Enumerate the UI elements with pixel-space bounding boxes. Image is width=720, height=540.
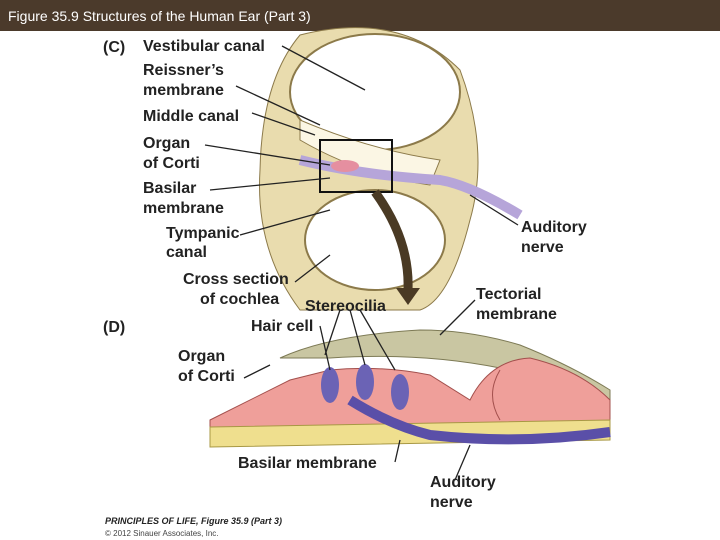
label: membrane — [143, 82, 224, 99]
label: Middle canal — [143, 108, 239, 125]
label: Tectorial — [476, 286, 542, 303]
label: Organ — [143, 135, 190, 152]
label: Tympanic — [166, 225, 240, 242]
footer-credit: PRINCIPLES OF LIFE, Figure 35.9 (Part 3) — [105, 516, 282, 526]
footer-copyright: © 2012 Sinauer Associates, Inc. — [105, 529, 219, 538]
label: nerve — [430, 494, 473, 511]
header-title: Figure 35.9 Structures of the Human Ear … — [8, 8, 311, 24]
label: Basilar — [143, 180, 196, 197]
label: Reissner’s — [143, 62, 224, 79]
leader-lines — [204, 45, 519, 481]
organ-of-corti-illustration — [209, 329, 611, 448]
label: of Corti — [178, 368, 235, 385]
label: canal — [166, 244, 207, 261]
label: Vestibular canal — [143, 38, 265, 55]
label: Stereocilia — [305, 298, 386, 315]
cochlea-illustration — [259, 27, 523, 311]
label: membrane — [143, 200, 224, 217]
label: Hair cell — [251, 318, 313, 335]
panel-label: (C) — [103, 39, 125, 56]
panel-label: (D) — [103, 319, 125, 336]
label: Organ — [178, 348, 225, 365]
header-bar — [0, 0, 720, 31]
label: of cochlea — [200, 291, 279, 308]
label: Cross section — [183, 271, 289, 288]
label: nerve — [521, 239, 564, 256]
label: Basilar membrane — [238, 455, 377, 472]
label: Auditory — [521, 219, 587, 236]
label: Auditory — [430, 474, 496, 491]
label: membrane — [476, 306, 557, 323]
label: of Corti — [143, 155, 200, 172]
